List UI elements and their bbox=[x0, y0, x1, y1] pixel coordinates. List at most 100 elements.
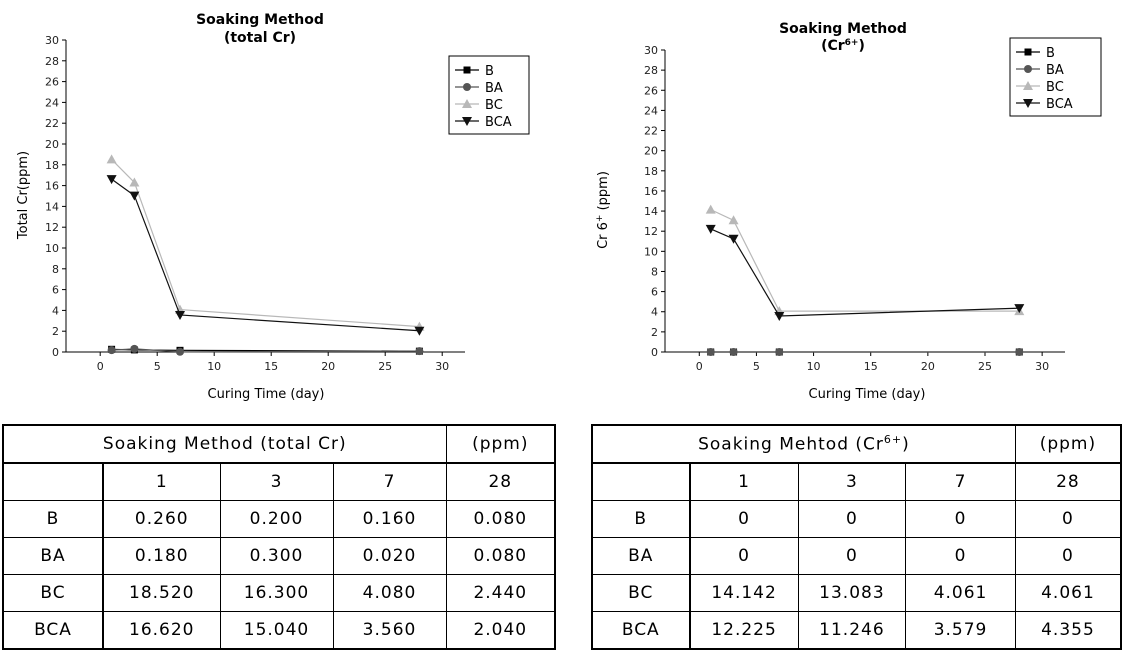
x-tick-label: 20 bbox=[921, 360, 935, 373]
legend-b-marker bbox=[463, 66, 471, 74]
legend-bc-marker bbox=[1023, 81, 1033, 90]
row-label: BCA bbox=[2, 611, 104, 650]
series-bc-point bbox=[705, 204, 716, 214]
cr6-table: Soaking Mehtod (Cr6+) (ppm) 1 3 7 28 B 0… bbox=[591, 424, 1122, 650]
table-row: BC 14.142 13.083 4.061 4.061 bbox=[591, 574, 1122, 612]
row-label: B bbox=[2, 500, 104, 538]
row-label: BA bbox=[2, 537, 104, 575]
table-title-main: Soaking Mehtod (Cr bbox=[698, 434, 884, 455]
series-ba-point bbox=[1015, 348, 1024, 356]
y-axis-label-text: Total Cr(ppm) bbox=[16, 151, 31, 240]
y-tick-label: 20 bbox=[644, 145, 658, 158]
series-ba-point bbox=[107, 346, 116, 355]
table-cell: 4.355 bbox=[1014, 611, 1122, 650]
table-cell: 4.061 bbox=[905, 574, 1016, 612]
y-tick-label: 18 bbox=[45, 159, 59, 172]
series-bca-point bbox=[705, 224, 716, 234]
table-cell: 0.160 bbox=[332, 500, 447, 538]
series-bca-point bbox=[129, 191, 140, 201]
legend-bc-label: BC bbox=[485, 98, 503, 113]
y-tick-label: 10 bbox=[644, 245, 658, 258]
legend-ba-label: BA bbox=[485, 81, 503, 96]
x-tick-label: 10 bbox=[807, 360, 821, 373]
y-tick-label: 26 bbox=[644, 84, 658, 97]
chart-subtitle: (total Cr) bbox=[224, 30, 296, 46]
y-tick-label: 30 bbox=[644, 44, 658, 57]
table-header-row: 1 3 7 28 bbox=[2, 462, 556, 501]
series-bca-point bbox=[106, 175, 117, 185]
series-ba-point bbox=[415, 347, 424, 356]
table-cell: 12.225 bbox=[689, 611, 799, 650]
y-tick-label: 16 bbox=[45, 180, 59, 193]
chart-title: Soaking Method bbox=[779, 21, 907, 37]
table-row: BC 18.520 16.300 4.080 2.440 bbox=[2, 574, 556, 612]
series-bca-point bbox=[414, 326, 425, 336]
table-cell: 0.200 bbox=[219, 500, 334, 538]
y-tick-label: 26 bbox=[45, 76, 59, 89]
x-tick-label: 5 bbox=[753, 360, 760, 373]
table-cell: 16.620 bbox=[102, 611, 221, 650]
table-cell: 14.142 bbox=[689, 574, 799, 612]
y-axis-label-sup: + bbox=[595, 215, 605, 223]
y-tick-label: 10 bbox=[45, 242, 59, 255]
y-tick-label: 28 bbox=[644, 64, 658, 77]
legend-bc-label: BC bbox=[1046, 80, 1064, 95]
legend-bca-label: BCA bbox=[1046, 97, 1073, 112]
table-cell: 0 bbox=[689, 537, 799, 575]
total-cr-table: Soaking Method (total Cr) (ppm) 1 3 7 28… bbox=[2, 424, 557, 650]
column-header: 3 bbox=[797, 462, 907, 501]
x-tick-label: 15 bbox=[864, 360, 878, 373]
table-cell: 0 bbox=[797, 537, 907, 575]
table-cell: 0.260 bbox=[102, 500, 221, 538]
table-cell: 0.180 bbox=[102, 537, 221, 575]
y-tick-label: 8 bbox=[651, 265, 658, 278]
y-tick-label: 8 bbox=[52, 263, 59, 276]
table-cell: 0 bbox=[905, 500, 1016, 538]
series-ba-point bbox=[130, 344, 139, 353]
y-axis-label-end: (ppm) bbox=[596, 171, 611, 214]
column-header: 3 bbox=[219, 462, 334, 501]
row-label: BC bbox=[2, 574, 104, 612]
table-cell: 0.080 bbox=[445, 537, 556, 575]
table-row: B 0 0 0 0 bbox=[591, 500, 1122, 538]
corner-cell bbox=[591, 462, 691, 501]
row-label: B bbox=[591, 500, 691, 538]
total-cr-chart: Soaking Method (total Cr) 02468101214161… bbox=[16, 12, 530, 402]
subtitle-sup: 6+ bbox=[845, 38, 859, 48]
legend-b-label: B bbox=[485, 64, 494, 79]
table-cell: 0 bbox=[797, 500, 907, 538]
table-header-row: 1 3 7 28 bbox=[591, 462, 1122, 501]
y-tick-label: 24 bbox=[45, 96, 59, 109]
table-cell: 0 bbox=[1014, 537, 1122, 575]
series-bca-point bbox=[175, 310, 185, 320]
table-row: BA 0.180 0.300 0.020 0.080 bbox=[2, 537, 556, 575]
corner-cell bbox=[2, 462, 104, 501]
x-tick-label: 0 bbox=[97, 360, 104, 373]
y-tick-label: 0 bbox=[52, 346, 59, 359]
table-unit: (ppm) bbox=[445, 424, 556, 464]
table-cell: 11.246 bbox=[797, 611, 907, 650]
y-tick-label: 6 bbox=[651, 286, 658, 299]
x-axis-label: Curing Time (day) bbox=[809, 387, 926, 402]
legend-bca-marker bbox=[1023, 99, 1033, 108]
table-cell: 3.579 bbox=[905, 611, 1016, 650]
chart-subtitle: (Cr6+) bbox=[821, 38, 865, 54]
series-ba-point bbox=[706, 348, 715, 356]
legend: B BA BC BCA bbox=[448, 55, 530, 135]
y-tick-label: 4 bbox=[52, 304, 59, 317]
column-header: 28 bbox=[1014, 462, 1122, 501]
series-ba-point bbox=[775, 348, 784, 356]
series-bc-line bbox=[111, 158, 420, 328]
subtitle-end: ) bbox=[858, 38, 864, 54]
series-ba-point bbox=[729, 348, 738, 356]
y-tick-label: 2 bbox=[651, 326, 658, 339]
series-bca-point bbox=[728, 234, 739, 244]
y-axis-label: Total Cr(ppm) bbox=[16, 151, 31, 240]
y-tick-label: 28 bbox=[45, 55, 59, 68]
table-cell: 0.300 bbox=[219, 537, 334, 575]
y-tick-label: 18 bbox=[644, 165, 658, 178]
y-tick-label: 0 bbox=[651, 346, 658, 359]
table-cell: 0 bbox=[689, 500, 799, 538]
